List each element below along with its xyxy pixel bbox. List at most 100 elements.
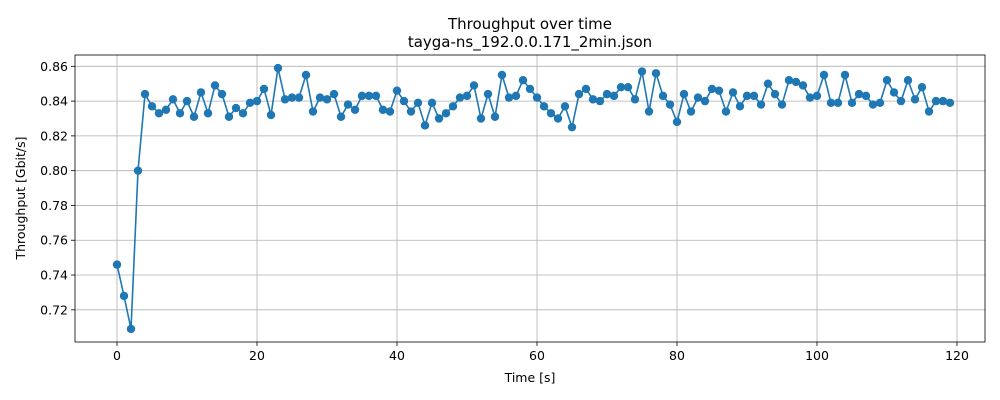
data-point <box>252 96 262 106</box>
data-point <box>595 96 605 106</box>
data-point <box>287 93 297 102</box>
data-point <box>693 93 703 102</box>
chart-title: Throughput over time <box>447 15 612 33</box>
x-tick-label: 120 <box>945 348 969 363</box>
data-point <box>413 98 423 108</box>
data-point <box>616 82 626 92</box>
data-point <box>651 69 661 78</box>
data-point <box>182 96 192 106</box>
data-point <box>658 91 668 101</box>
data-point <box>630 95 640 104</box>
data-point <box>266 110 276 120</box>
data-point <box>357 91 367 101</box>
y-tick-label: 0.80 <box>40 163 68 178</box>
data-point <box>497 70 507 80</box>
data-point <box>791 77 801 87</box>
data-point <box>777 100 787 109</box>
data-point <box>539 102 549 111</box>
data-point <box>140 89 150 99</box>
data-point <box>315 93 325 102</box>
x-tick-label: 20 <box>249 348 265 363</box>
data-point <box>434 114 444 123</box>
data-point <box>756 100 766 109</box>
y-axis-label: Throughput [Gbit/s] <box>13 136 28 260</box>
data-point <box>189 112 199 121</box>
data-point <box>889 88 899 97</box>
y-tick-label: 0.82 <box>40 128 68 143</box>
data-point <box>511 91 521 101</box>
data-point <box>763 79 773 88</box>
data-point <box>462 91 472 101</box>
y-tick-label: 0.78 <box>40 198 68 213</box>
data-point <box>532 93 542 102</box>
x-tick-label: 60 <box>529 348 545 363</box>
data-point <box>490 112 500 121</box>
data-point <box>588 95 598 104</box>
data-point <box>224 112 234 121</box>
data-point <box>707 84 717 94</box>
y-tick-label: 0.76 <box>40 233 68 248</box>
data-point <box>399 96 409 106</box>
data-point <box>819 70 829 80</box>
y-tick-label: 0.74 <box>40 268 68 283</box>
data-point <box>623 82 633 92</box>
data-point <box>147 102 157 111</box>
data-point <box>798 81 808 90</box>
throughput-series-line <box>116 67 951 330</box>
data-point <box>259 84 269 94</box>
data-point <box>924 107 934 116</box>
data-point <box>665 100 675 109</box>
data-point <box>371 91 381 101</box>
data-point <box>896 96 906 106</box>
x-tick-label: 40 <box>389 348 405 363</box>
data-point <box>917 82 927 92</box>
data-point <box>679 89 689 99</box>
x-axis-label: Time [s] <box>504 370 556 385</box>
data-point <box>826 98 836 108</box>
data-point <box>455 93 465 102</box>
data-point <box>861 91 871 101</box>
data-point <box>238 109 248 118</box>
data-point <box>469 81 479 90</box>
data-point <box>245 98 255 108</box>
data-point <box>672 117 682 127</box>
data-point <box>133 166 143 175</box>
data-point <box>175 109 185 118</box>
data-point <box>721 107 731 116</box>
data-point <box>308 107 318 116</box>
data-point <box>581 84 591 94</box>
data-point <box>637 67 647 76</box>
series-layer <box>112 63 955 334</box>
data-point <box>840 70 850 80</box>
data-point <box>686 107 696 116</box>
chart-subtitle: tayga-ns_192.0.0.171_2min.json <box>408 33 652 52</box>
data-point <box>119 291 129 301</box>
data-point <box>280 95 290 104</box>
data-point <box>385 107 395 116</box>
data-point <box>154 109 164 118</box>
x-tick-label: 0 <box>113 348 121 363</box>
data-point <box>301 70 311 80</box>
y-tick-label: 0.72 <box>40 302 68 317</box>
data-point <box>882 76 892 85</box>
data-point <box>518 76 528 85</box>
data-point <box>420 121 430 130</box>
data-point <box>483 89 493 99</box>
data-point <box>406 107 416 116</box>
data-point <box>644 107 654 116</box>
data-point <box>350 105 360 114</box>
plot-frame <box>74 54 986 343</box>
data-point <box>749 91 759 101</box>
data-point <box>112 260 122 269</box>
data-point <box>504 93 514 102</box>
data-point <box>700 96 710 106</box>
data-point <box>343 100 353 109</box>
data-point <box>567 122 577 132</box>
data-point <box>735 102 745 111</box>
x-tick-label: 80 <box>669 348 685 363</box>
data-point <box>560 102 570 111</box>
data-point <box>231 103 241 113</box>
data-point <box>294 93 304 102</box>
data-point <box>329 89 339 99</box>
